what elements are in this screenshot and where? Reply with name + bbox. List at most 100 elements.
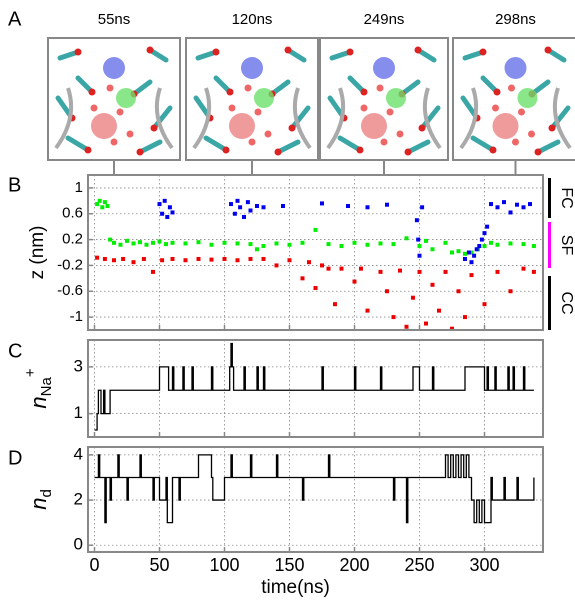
point xyxy=(183,258,188,263)
y-axis-label: nNa+ xyxy=(22,368,55,408)
point xyxy=(477,244,482,249)
stick xyxy=(419,105,441,131)
water xyxy=(527,129,536,139)
snapshot-label: 249ns xyxy=(364,11,405,28)
point xyxy=(209,257,214,262)
water xyxy=(263,129,273,139)
backbone xyxy=(54,87,74,150)
ion xyxy=(229,113,255,139)
point xyxy=(326,266,331,271)
point xyxy=(417,244,422,249)
point xyxy=(404,236,409,241)
point xyxy=(261,205,266,210)
water xyxy=(227,103,237,113)
point xyxy=(242,214,246,219)
atom xyxy=(493,88,501,96)
point xyxy=(170,256,175,261)
y-tick-label: -1 xyxy=(70,308,83,325)
x-tick-label: 250 xyxy=(404,555,434,575)
point xyxy=(160,211,165,216)
y-tick-label: -0.6 xyxy=(57,282,83,299)
point xyxy=(108,237,113,242)
point xyxy=(346,204,350,208)
label-symbol: n xyxy=(26,396,51,408)
y-tick-label: 1 xyxy=(74,403,83,422)
molecule xyxy=(192,46,312,156)
point xyxy=(112,240,116,245)
point xyxy=(385,202,389,207)
backbone xyxy=(459,87,479,150)
point xyxy=(118,242,123,247)
plot-frame xyxy=(87,174,544,331)
atom xyxy=(84,146,92,154)
point xyxy=(521,266,526,271)
step-line xyxy=(94,454,535,524)
ion xyxy=(116,88,136,108)
water xyxy=(395,129,405,139)
point xyxy=(222,240,227,245)
stick xyxy=(151,105,173,131)
point xyxy=(164,242,168,247)
atom xyxy=(284,46,292,54)
water xyxy=(491,103,500,113)
y-tick-label: 1 xyxy=(75,179,83,196)
atom xyxy=(404,148,412,156)
point xyxy=(102,200,107,205)
x-axis-label: time(ns) xyxy=(261,577,330,598)
point xyxy=(339,266,344,271)
point xyxy=(95,202,100,207)
point xyxy=(489,240,493,245)
water xyxy=(359,103,369,113)
point xyxy=(255,204,259,208)
y-tick-label: 0 xyxy=(74,535,83,554)
plot-frame xyxy=(87,339,544,438)
point xyxy=(531,269,536,274)
y-tick-label: 2 xyxy=(74,490,83,509)
point xyxy=(209,242,214,247)
backbone xyxy=(326,87,346,150)
stick xyxy=(470,135,496,153)
water xyxy=(253,107,263,117)
point xyxy=(245,200,250,205)
atom xyxy=(534,148,542,156)
stick xyxy=(535,139,561,155)
ion xyxy=(361,113,387,139)
point xyxy=(162,198,167,203)
point xyxy=(420,205,425,210)
x-tick-label: 50 xyxy=(149,555,169,575)
point xyxy=(196,256,201,261)
point xyxy=(157,202,162,207)
point xyxy=(248,256,253,261)
point xyxy=(359,266,363,271)
point xyxy=(320,201,324,206)
point xyxy=(235,198,240,203)
point xyxy=(508,241,513,246)
backbone xyxy=(552,87,572,150)
x-tick-label: 0 xyxy=(89,555,99,575)
stick xyxy=(549,105,571,131)
ion xyxy=(492,113,519,139)
x-tick-label: 300 xyxy=(469,555,499,575)
point xyxy=(489,202,493,207)
point xyxy=(424,238,428,243)
point xyxy=(469,273,474,278)
panel-label: A xyxy=(8,8,22,30)
water xyxy=(105,83,115,93)
point xyxy=(281,204,285,208)
panel-label: D xyxy=(8,447,22,469)
point xyxy=(102,256,107,261)
point xyxy=(313,286,318,291)
point xyxy=(365,242,370,247)
water xyxy=(385,107,395,117)
point xyxy=(222,256,227,261)
ion xyxy=(254,88,274,108)
point xyxy=(515,202,519,207)
point xyxy=(274,263,279,268)
point xyxy=(479,237,484,242)
ion xyxy=(103,57,125,79)
point xyxy=(472,253,477,258)
stick xyxy=(203,135,229,153)
region-bar xyxy=(548,222,551,268)
point xyxy=(238,205,243,210)
